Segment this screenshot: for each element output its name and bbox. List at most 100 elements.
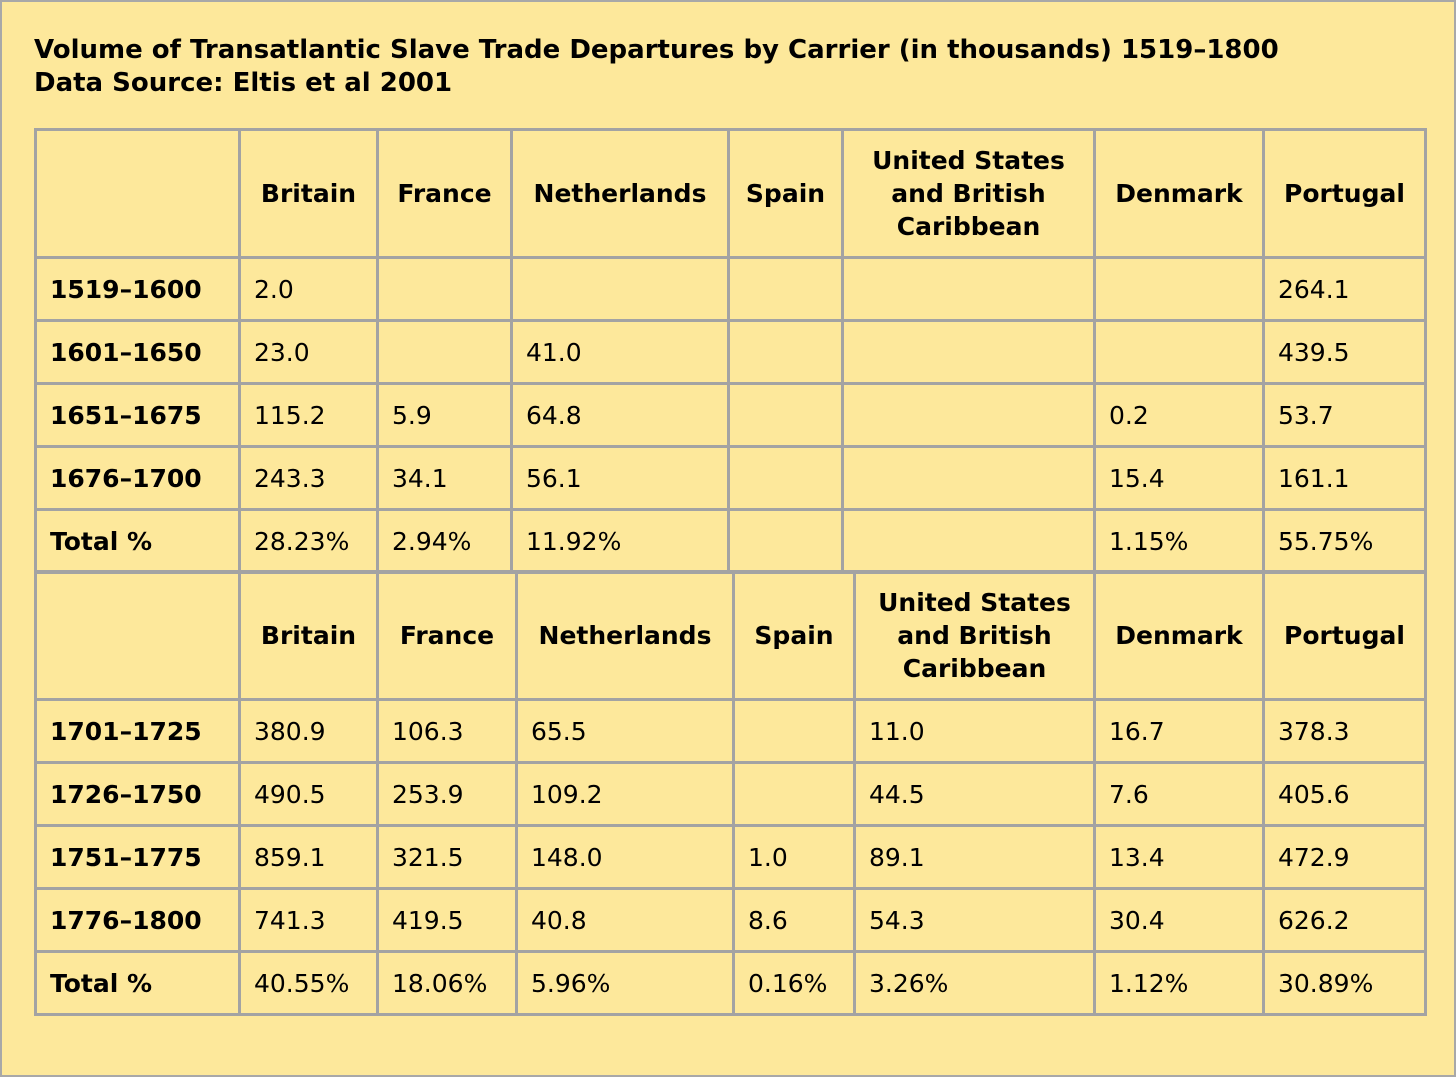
- column-header: Portugal: [1262, 570, 1427, 701]
- column-header: Netherlands: [510, 128, 730, 259]
- column-header: Spain: [732, 570, 856, 701]
- row-header: 1751–1775: [34, 824, 241, 890]
- cell: [841, 445, 1096, 511]
- cell: 490.5: [238, 761, 379, 827]
- cell: 1.0: [732, 824, 856, 890]
- cell: 44.5: [853, 761, 1096, 827]
- row-header: 1776–1800: [34, 887, 241, 953]
- cell: 40.55%: [238, 950, 379, 1016]
- cell: 380.9: [238, 698, 379, 764]
- row-header: Total %: [34, 508, 241, 574]
- cell: 11.0: [853, 698, 1096, 764]
- cell: 264.1: [1262, 256, 1427, 322]
- cell: 439.5: [1262, 319, 1427, 385]
- cell: 419.5: [376, 887, 518, 953]
- column-header: Netherlands: [515, 570, 735, 701]
- cell: 23.0: [238, 319, 379, 385]
- row-header: 1601–1650: [34, 319, 241, 385]
- cell: 148.0: [515, 824, 735, 890]
- cell: [841, 319, 1096, 385]
- cell: 40.8: [515, 887, 735, 953]
- row-header: 1726–1750: [34, 761, 241, 827]
- cell: [841, 382, 1096, 448]
- cell: 859.1: [238, 824, 379, 890]
- column-header: Portugal: [1262, 128, 1427, 259]
- data-table: Britain France Netherlands Spain United Stat…: [34, 570, 1427, 1016]
- data-row: 1519–1600 2.0 264.1: [34, 256, 1427, 322]
- column-header: United States and British Caribbean: [853, 570, 1096, 701]
- cell: [510, 256, 730, 322]
- cell: 16.7: [1093, 698, 1265, 764]
- row-header: 1676–1700: [34, 445, 241, 511]
- cell: 0.2: [1093, 382, 1265, 448]
- column-header: [34, 128, 241, 259]
- cell: 54.3: [853, 887, 1096, 953]
- column-header: Britain: [238, 128, 379, 259]
- cell: 30.4: [1093, 887, 1265, 953]
- cell: [376, 256, 513, 322]
- column-header: Denmark: [1093, 570, 1265, 701]
- column-header: Spain: [727, 128, 844, 259]
- source-line: Data Source: Eltis et al 2001: [34, 68, 453, 98]
- data-row: 1776–1800 741.3 419.5 40.8 8.6 54.3 30.4 626.2: [34, 887, 1427, 953]
- cell: 2.94%: [376, 508, 513, 574]
- cell: 472.9: [1262, 824, 1427, 890]
- cell: 41.0: [510, 319, 730, 385]
- header-row: Britain France Netherlands Spain United Stat…: [34, 128, 1427, 259]
- cell: 106.3: [376, 698, 518, 764]
- title-line: Volume of Transatlantic Slave Trade Depa…: [34, 35, 1279, 65]
- cell: 161.1: [1262, 445, 1427, 511]
- cell: 378.3: [1262, 698, 1427, 764]
- cell: 253.9: [376, 761, 518, 827]
- row-header: 1651–1675: [34, 382, 241, 448]
- cell: 243.3: [238, 445, 379, 511]
- cell: 89.1: [853, 824, 1096, 890]
- cell: 741.3: [238, 887, 379, 953]
- cell: [376, 319, 513, 385]
- cell: 1.12%: [1093, 950, 1265, 1016]
- cell: 56.1: [510, 445, 730, 511]
- cell: [1093, 319, 1265, 385]
- cell: 34.1: [376, 445, 513, 511]
- data-row: Total % 40.55% 18.06% 5.96% 0.16% 3.26% 1.12% 3…: [34, 950, 1427, 1016]
- data-row: 1676–1700 243.3 34.1 56.1 15.4 161.1: [34, 445, 1427, 511]
- cell: 5.9: [376, 382, 513, 448]
- cell: [841, 508, 1096, 574]
- column-header: [34, 570, 241, 701]
- cell: 53.7: [1262, 382, 1427, 448]
- cell: [1093, 256, 1265, 322]
- data-row: 1651–1675 115.2 5.9 64.8 0.2 53.7: [34, 382, 1427, 448]
- column-header: Denmark: [1093, 128, 1265, 259]
- cell: 0.16%: [732, 950, 856, 1016]
- cell: 28.23%: [238, 508, 379, 574]
- data-table: Britain France Netherlands Spain United Stat…: [34, 128, 1427, 574]
- header-row: Britain France Netherlands Spain United Stat…: [34, 570, 1427, 701]
- cell: 5.96%: [515, 950, 735, 1016]
- data-row: Total % 28.23% 2.94% 11.92% 1.15% 55.75%: [34, 508, 1427, 574]
- cell: 1.15%: [1093, 508, 1265, 574]
- cell: 64.8: [510, 382, 730, 448]
- cell: 11.92%: [510, 508, 730, 574]
- row-header: 1701–1725: [34, 698, 241, 764]
- row-header: Total %: [34, 950, 241, 1016]
- cell: 30.89%: [1262, 950, 1427, 1016]
- cell: 55.75%: [1262, 508, 1427, 574]
- data-row: 1751–1775 859.1 321.5 148.0 1.0 89.1 13.4 472.9: [34, 824, 1427, 890]
- column-header: France: [376, 128, 513, 259]
- cell: [841, 256, 1096, 322]
- data-row: 1601–1650 23.0 41.0 439.5: [34, 319, 1427, 385]
- cell: 405.6: [1262, 761, 1427, 827]
- cell: [732, 761, 856, 827]
- column-header: United States and British Caribbean: [841, 128, 1096, 259]
- data-row: 1726–1750 490.5 253.9 109.2 44.5 7.6 405.6: [34, 761, 1427, 827]
- data-row: 1701–1725 380.9 106.3 65.5 11.0 16.7 378.3: [34, 698, 1427, 764]
- cell: 65.5: [515, 698, 735, 764]
- cell: [727, 445, 844, 511]
- cell: 109.2: [515, 761, 735, 827]
- cell: [727, 256, 844, 322]
- cell: 321.5: [376, 824, 518, 890]
- cell: 3.26%: [853, 950, 1096, 1016]
- cell: 626.2: [1262, 887, 1427, 953]
